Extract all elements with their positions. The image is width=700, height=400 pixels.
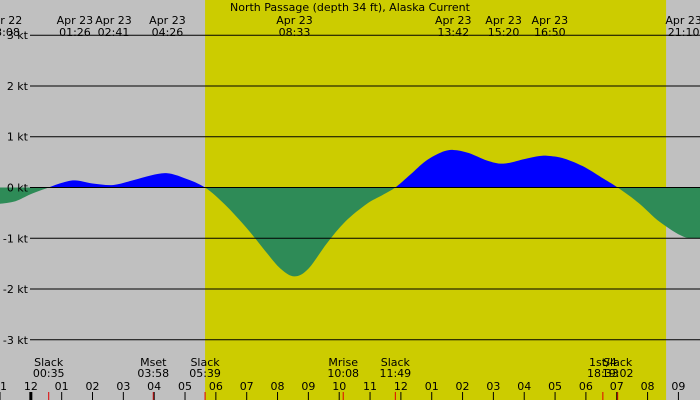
- hour-label: 11: [0, 380, 7, 393]
- hour-axis: 11 12 01 02 03 04 05 06 07 08 09 10 11 12 01 02 03 04 05 06…: [0, 380, 685, 400]
- hour-label: 03: [116, 380, 130, 393]
- hour-label: 04: [517, 380, 531, 393]
- bottom-event-label: Slack: [34, 356, 64, 369]
- hour-label: 10: [332, 380, 346, 393]
- y-tick-labels: 3 kt 2 kt 1 kt 0 kt -1 kt -2 kt -3 kt: [3, 29, 29, 347]
- hour-label: 09: [301, 380, 315, 393]
- bottom-event-label: Mset: [140, 356, 167, 369]
- chart-title: North Passage (depth 34 ft), Alaska Curr…: [230, 1, 471, 14]
- hour-label: 02: [456, 380, 470, 393]
- bottom-event-label: Slack: [603, 356, 633, 369]
- top-event-date: Apr 23: [95, 14, 132, 27]
- bottom-event-time: 05:39: [189, 367, 221, 380]
- hour-label: 06: [209, 380, 223, 393]
- top-event-time: 01:26: [59, 26, 91, 39]
- hour-label: 08: [271, 380, 285, 393]
- bottom-event-time: 03:58: [137, 367, 169, 380]
- hour-label: 07: [240, 380, 254, 393]
- hour-label: 11: [363, 380, 377, 393]
- top-event-date: Apr 22: [0, 14, 22, 27]
- y-tick-label: 1 kt: [7, 131, 29, 144]
- bottom-event-label: Mrise: [328, 356, 358, 369]
- hour-label: 02: [86, 380, 100, 393]
- hour-label: 01: [55, 380, 69, 393]
- top-event-time: 23:08: [0, 26, 20, 39]
- y-tick-label: -3 kt: [3, 334, 29, 347]
- top-event-time: 08:33: [279, 26, 311, 39]
- y-tick-label: 0 kt: [7, 182, 29, 195]
- top-event-date: Apr 23: [149, 14, 186, 27]
- bottom-event-label: Slack: [190, 356, 220, 369]
- top-event-date: Apr 23: [435, 14, 472, 27]
- bottom-event-labels: Slack00:35Mset03:58Slack05:39Mrise10:08S…: [33, 356, 634, 400]
- top-event-time: 04:26: [152, 26, 184, 39]
- top-event-date: Apr 23: [485, 14, 522, 27]
- bottom-event-time: 11:49: [379, 367, 411, 380]
- bottom-event-label: Slack: [381, 356, 411, 369]
- hour-label: 06: [579, 380, 593, 393]
- hour-label: 08: [641, 380, 655, 393]
- hour-label: 12: [24, 380, 38, 393]
- ebb-area: [0, 187, 700, 277]
- top-event-date: Apr 23: [532, 14, 569, 27]
- bottom-event-time: 19:02: [602, 367, 634, 380]
- flood-area: [0, 149, 700, 188]
- hour-label: 07: [610, 380, 624, 393]
- top-event-time: 13:42: [437, 26, 469, 39]
- y-tick-label: -2 kt: [3, 283, 29, 296]
- y-tick-label: 3 kt: [7, 29, 29, 42]
- y-gridlines: [30, 34, 700, 341]
- current-area: [0, 149, 700, 277]
- bottom-event-time: 00:35: [33, 367, 65, 380]
- top-event-date: Apr 23: [276, 14, 313, 27]
- bottom-event-time: 10:08: [327, 367, 359, 380]
- hour-label: 04: [147, 380, 161, 393]
- hour-label: 09: [671, 380, 685, 393]
- top-event-time: 16:50: [534, 26, 566, 39]
- top-event-date: Apr 23: [665, 14, 700, 27]
- bottom-event-label: 1st/4: [589, 356, 617, 369]
- top-event-time: 02:41: [98, 26, 130, 39]
- hour-label: 03: [486, 380, 500, 393]
- top-event-date: Apr 23: [57, 14, 94, 27]
- bottom-event-time: 18:33: [587, 367, 619, 380]
- hour-label: 05: [548, 380, 562, 393]
- y-tick-label: -1 kt: [3, 232, 29, 245]
- top-event-time: 21:10: [668, 26, 700, 39]
- hour-label: 12: [394, 380, 408, 393]
- y-tick-label: 2 kt: [7, 80, 29, 93]
- hour-label: 01: [425, 380, 439, 393]
- hour-label: 05: [178, 380, 192, 393]
- top-event-time: 15:20: [488, 26, 520, 39]
